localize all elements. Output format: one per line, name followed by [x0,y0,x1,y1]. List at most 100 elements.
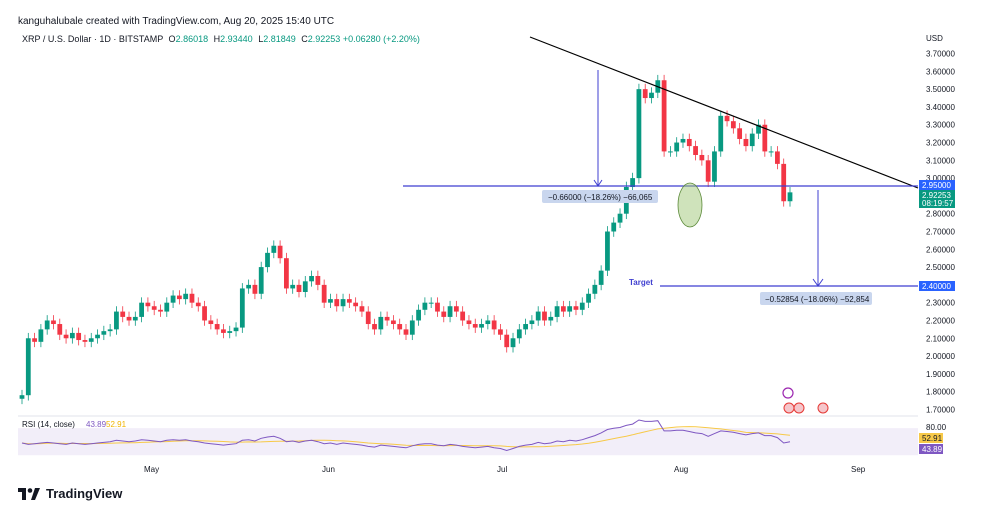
candle-body [705,160,711,182]
month-label-jun: Jun [322,465,335,474]
candle-body [88,338,94,342]
candle-body [51,320,56,325]
candle-body [775,151,780,164]
tradingview-logo-icon [18,487,40,500]
us-flag-icon[interactable] [793,402,805,414]
month-label-jul: Jul [497,465,507,474]
candle-body [787,192,793,202]
candle-body [617,213,623,223]
price-axis[interactable]: USD 3.70000 3.60000 3.50000 3.40000 3.30000 3… [926,34,955,414]
measure-box-2[interactable] [760,292,872,305]
candle-body [95,334,100,339]
candle-body [170,295,176,303]
candle-body [472,324,478,328]
low-label: L [258,34,264,44]
price-tick-label: 3.20000 [926,139,955,148]
current-price-text: 2.92253 [922,191,951,200]
us-flag-icon[interactable] [817,402,829,414]
target-price-tag [919,281,955,291]
candle-body [749,133,755,147]
price-tick-label: 3.50000 [926,85,955,94]
candle-body [441,311,447,317]
descending-trendline[interactable] [529,36,919,189]
month-label-sep: Sep [851,465,866,474]
candle-body [328,299,333,303]
candle-body [158,309,163,312]
price-tick-label: 3.40000 [926,103,955,112]
high-value: 2.93440 [220,34,253,44]
price-tick-label: 1.80000 [926,388,955,397]
candle-body [416,309,421,321]
candle-body [145,302,151,307]
candle-body [271,245,277,253]
candle-body [573,306,579,310]
candle-body [365,311,371,325]
highlight-ellipse[interactable] [677,182,703,228]
candle-body [38,329,44,342]
candle-body [567,306,573,312]
candle-body [397,324,403,330]
candle-body [661,80,667,152]
candle-body [346,299,352,303]
rsi-value: 43.89 [86,420,107,429]
candle-body [479,324,484,328]
candle-body [586,293,591,303]
candle-body [529,320,535,325]
price-tick-label: 2.30000 [926,299,955,308]
countdown-text: 08:19:57 [922,199,954,208]
price-tick-label: 1.90000 [926,370,955,379]
measure-box-1[interactable] [542,190,658,203]
rsi-pane[interactable]: RSI (14, close) 43.89 52.91 80.00 52.91 … [18,419,947,456]
candle-body [592,284,598,294]
candle-body [221,329,226,333]
candle-body [649,92,654,99]
candle-body [183,293,189,300]
close-label: C [301,34,308,44]
candle-body [233,327,239,332]
candle-body [579,302,585,310]
candle-body [674,142,680,152]
candle-body [403,329,409,335]
brand-name: TradingView [46,486,123,501]
candle-body [548,316,554,321]
candle-body [32,338,37,342]
price-tick-label: 2.10000 [926,334,955,343]
candle-body [391,320,396,325]
candle-body [101,331,107,335]
candle-body [743,138,749,147]
candle-body [693,146,698,155]
low-value: 2.81849 [263,34,296,44]
candle-body [428,302,434,304]
event-icons[interactable] [782,387,829,414]
candle-body [516,329,522,339]
us-flag-icon[interactable] [783,402,795,414]
candle-body [321,284,327,303]
event-star-icon[interactable] [782,387,794,399]
tradingview-logo[interactable]: TradingView [18,486,122,501]
price-tick-label: 2.60000 [926,245,955,254]
candle-body [246,284,252,289]
candle-body [718,115,724,152]
symbol-title[interactable]: XRP / U.S. Dollar · 1D · BITSTAMP [22,34,164,44]
price-tick-label: 1.70000 [926,405,955,414]
candle-body [340,299,346,307]
candle-body [176,295,182,300]
time-axis[interactable]: May Jun Jul Aug Sep [144,465,866,474]
candle-body [712,151,717,182]
candle-body [630,178,636,188]
candle-body [535,311,541,321]
candle-body [265,252,270,268]
candle-body [372,324,377,330]
candle-body [781,163,787,202]
price-tick-label: 3.10000 [926,156,955,165]
candle-body [315,275,321,285]
ohlc-legend: XRP / U.S. Dollar · 1D · BITSTAMP O2.860… [22,34,420,44]
price-tick-label: 3.00000 [926,174,955,183]
candle-body [132,316,138,321]
price-tick-label: 2.70000 [926,228,955,237]
rsi-line [21,419,791,452]
candle-body [762,124,768,152]
chart-attribution: kanguhalubale created with TradingView.c… [18,16,335,27]
candle-body [453,306,459,312]
